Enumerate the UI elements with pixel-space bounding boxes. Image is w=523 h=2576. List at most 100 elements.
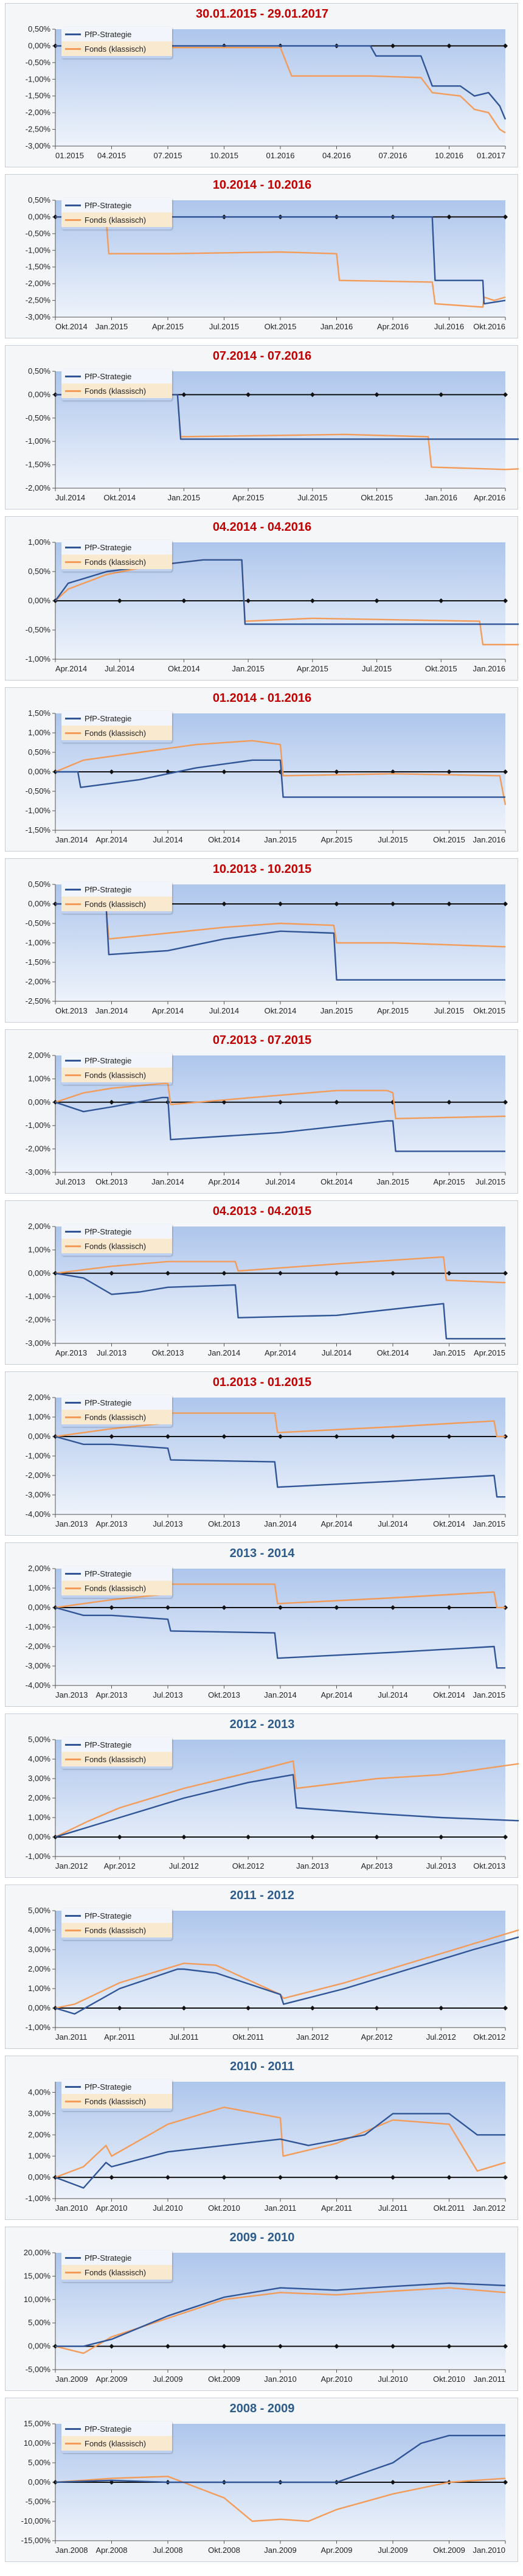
legend-swatch bbox=[65, 888, 81, 891]
legend-swatch bbox=[65, 375, 81, 377]
zero-marker bbox=[165, 2343, 170, 2349]
chart-legend: PfP-Strategie Fonds (klassisch) bbox=[61, 2079, 172, 2111]
chart-panel: 2009 - 2010 PfP-Strategie Fonds (klassisch… bbox=[5, 2227, 518, 2391]
series-line-pfp-strategie bbox=[55, 903, 505, 981]
y-tick-label: -0,50% bbox=[26, 786, 51, 796]
y-tick-label: 15,00% bbox=[24, 2419, 51, 2428]
zero-marker bbox=[446, 43, 452, 49]
legend-swatch bbox=[65, 219, 81, 221]
y-tick-label: 1,00% bbox=[28, 728, 50, 737]
legend-label: PfP-Strategie bbox=[85, 1055, 132, 1065]
y-tick-label: 3,00% bbox=[28, 1945, 50, 1954]
y-tick-label: -1,00% bbox=[26, 2194, 51, 2203]
legend-swatch bbox=[65, 2256, 81, 2259]
zero-marker bbox=[390, 2343, 395, 2349]
legend-label: Fonds (klassisch) bbox=[85, 728, 147, 738]
zero-marker bbox=[503, 392, 508, 397]
x-tick-label: Okt.2015 bbox=[425, 664, 457, 673]
x-tick-label: Jan.2016 bbox=[473, 835, 506, 844]
chart-legend: PfP-Strategie Fonds (klassisch) bbox=[61, 1566, 172, 1598]
x-tick-label: Okt.2014 bbox=[103, 493, 136, 502]
x-tick-label: Jan.2010 bbox=[264, 2375, 297, 2384]
zero-marker bbox=[374, 2006, 379, 2011]
x-tick-label: Jul.2016 bbox=[434, 322, 464, 331]
chart-title: 2008 - 2009 bbox=[229, 2402, 295, 2415]
chart-svg: 0,50% 0,00% -0,50% -1,00% -1,50% -2,00% -2,50%… bbox=[26, 195, 508, 331]
zero-marker bbox=[109, 1434, 114, 1439]
y-tick-label: -1,00% bbox=[26, 654, 51, 663]
x-tick-label: Apr.2015 bbox=[433, 1177, 465, 1186]
x-tick-label: Jan.2016 bbox=[473, 664, 506, 673]
zero-marker bbox=[390, 901, 395, 906]
y-tick-label: 0,50% bbox=[28, 366, 50, 376]
x-tick-label: Jan.2015 bbox=[376, 1177, 409, 1186]
y-tick-label: 0,00% bbox=[28, 1269, 50, 1278]
zero-marker bbox=[117, 1835, 122, 1839]
zero-marker bbox=[390, 1434, 395, 1439]
zero-marker bbox=[374, 392, 379, 397]
y-tick-label: 3,00% bbox=[28, 2109, 50, 2118]
zero-marker bbox=[221, 901, 227, 906]
legend-entry: Fonds (klassisch) bbox=[61, 726, 172, 740]
legend-entry: PfP-Strategie bbox=[61, 2250, 172, 2265]
legend-swatch bbox=[65, 1743, 81, 1746]
series-line-pfp-strategie bbox=[55, 559, 519, 625]
y-tick-label: -1,50% bbox=[26, 91, 51, 100]
chart-title: 30.01.2015 - 29.01.2017 bbox=[196, 7, 328, 21]
legend-label: Fonds (klassisch) bbox=[85, 44, 147, 54]
zero-marker bbox=[221, 2343, 227, 2349]
y-tick-label: 0,00% bbox=[28, 41, 50, 50]
x-tick-label: Jan.2015 bbox=[473, 1690, 506, 1699]
y-tick-label: 4,00% bbox=[28, 1754, 50, 1763]
legend-label: PfP-Strategie bbox=[85, 29, 132, 39]
y-tick-label: -1,00% bbox=[26, 245, 51, 254]
x-tick-label: Jul.2010 bbox=[378, 2375, 407, 2384]
chart-title: 10.2013 - 10.2015 bbox=[212, 863, 312, 876]
zero-marker bbox=[390, 1605, 395, 1610]
zero-marker bbox=[503, 2480, 508, 2485]
x-tick-label: Apr.2013 bbox=[95, 1519, 127, 1528]
x-tick-label: Okt.2013 bbox=[152, 1348, 184, 1357]
legend-label: Fonds (klassisch) bbox=[85, 1070, 147, 1080]
legend-swatch bbox=[65, 1416, 81, 1418]
series-line-fonds-klassisch bbox=[55, 1082, 506, 1119]
x-tick-label: Okt.2012 bbox=[473, 2032, 505, 2042]
legend-label: PfP-Strategie bbox=[85, 1227, 132, 1236]
legend-entry: Fonds (klassisch) bbox=[61, 1410, 172, 1424]
legend-swatch bbox=[65, 1914, 81, 1917]
x-tick-label: Okt.2011 bbox=[434, 2203, 465, 2213]
x-tick-label: Apr.2015 bbox=[152, 322, 184, 331]
y-tick-label: 5,00% bbox=[28, 1906, 50, 1915]
chart-legend: PfP-Strategie Fonds (klassisch) bbox=[61, 198, 172, 229]
legend-label: PfP-Strategie bbox=[85, 2253, 132, 2263]
zero-marker bbox=[278, 1099, 283, 1105]
zero-marker bbox=[334, 1434, 339, 1439]
zero-marker bbox=[334, 901, 339, 906]
zero-marker bbox=[221, 1605, 227, 1610]
y-tick-label: 2,00% bbox=[28, 1393, 50, 1402]
y-tick-label: -0,50% bbox=[26, 229, 51, 238]
y-tick-label: -2,00% bbox=[26, 1144, 51, 1153]
y-tick-label: 10,00% bbox=[24, 2438, 51, 2448]
zero-marker bbox=[438, 392, 444, 397]
y-tick-label: 1,00% bbox=[28, 1984, 50, 1993]
y-tick-label: 10,00% bbox=[24, 2295, 51, 2304]
zero-marker bbox=[503, 901, 508, 906]
y-tick-label: 0,00% bbox=[28, 390, 50, 399]
y-tick-label: 0,50% bbox=[28, 880, 50, 889]
legend-label: PfP-Strategie bbox=[85, 1569, 132, 1578]
legend-entry: Fonds (klassisch) bbox=[61, 897, 172, 911]
zero-marker bbox=[390, 769, 395, 774]
x-tick-label: Jan.2008 bbox=[55, 2546, 88, 2555]
x-tick-label: Jan.2011 bbox=[55, 2032, 88, 2042]
legend-swatch bbox=[65, 1572, 81, 1575]
x-tick-label: Jul.2011 bbox=[378, 2203, 407, 2213]
y-tick-label: 2,00% bbox=[28, 1564, 50, 1573]
y-tick-label: -2,50% bbox=[26, 125, 51, 134]
x-tick-label: Okt.2009 bbox=[433, 2546, 465, 2555]
chart-panel: 07.2014 - 07.2016 PfP-Strategie Fonds (kla… bbox=[5, 345, 519, 509]
series-line-fonds-klassisch bbox=[55, 2287, 506, 2354]
y-tick-label: 20,00% bbox=[24, 2248, 51, 2257]
zero-marker bbox=[246, 1835, 251, 1839]
zero-marker bbox=[310, 2006, 315, 2011]
